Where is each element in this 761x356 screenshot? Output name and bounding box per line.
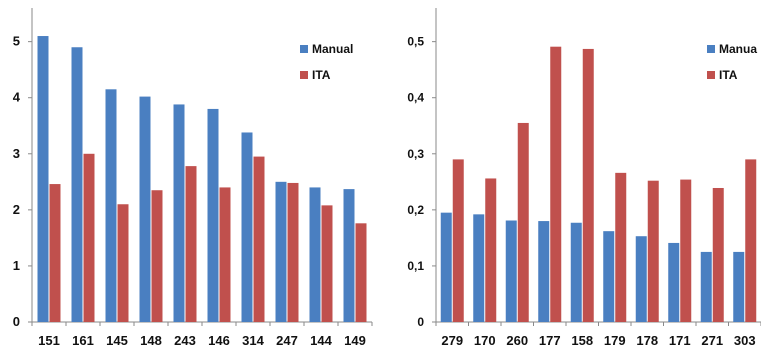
legend-swatch-manual <box>300 45 308 53</box>
y-tick-label: 0,3 <box>407 147 424 161</box>
bar-ita-243 <box>185 166 197 322</box>
legend-swatch-ita <box>707 71 715 79</box>
bar-manua-271 <box>700 251 712 322</box>
legend-label-ita: ITA <box>312 68 331 82</box>
bar-ita-170 <box>485 178 497 322</box>
bar-ita-314 <box>253 156 265 322</box>
left-bar-chart: 0 1 2 3 4 5 151 161 145 148 243 146 314 247 144 149 Manu… <box>13 8 373 348</box>
bar-manual-243 <box>173 104 185 322</box>
bar-manual-146 <box>207 108 219 322</box>
bar-ita-151 <box>49 184 61 322</box>
bar-ita-146 <box>219 187 231 322</box>
x-tick-label: 145 <box>106 333 128 348</box>
bar-manual-151 <box>37 36 49 323</box>
bar-manua-177 <box>538 221 550 322</box>
y-tick-label: 1 <box>13 258 20 273</box>
x-tick-label: 314 <box>242 333 264 348</box>
bar-manual-161 <box>71 47 83 322</box>
x-tick-label: 260 <box>506 333 528 348</box>
bar-manua-178 <box>635 236 647 322</box>
bar-ita-171 <box>680 179 692 322</box>
x-tick-label: 148 <box>140 333 162 348</box>
x-tick-label: 279 <box>441 333 463 348</box>
bar-ita-149 <box>355 223 367 322</box>
x-tick-label: 177 <box>539 333 561 348</box>
y-tick-label: 0,4 <box>407 91 424 105</box>
y-tick-label: 0,2 <box>407 203 424 217</box>
x-tick-label: 178 <box>636 333 658 348</box>
bar-manual-148 <box>139 96 151 322</box>
y-tick-label: 4 <box>13 90 21 105</box>
bar-ita-260 <box>517 122 529 322</box>
bar-ita-145 <box>117 204 129 322</box>
y-tick-label: 5 <box>13 34 20 49</box>
bar-ita-271 <box>712 187 724 322</box>
x-tick-label: 158 <box>571 333 593 348</box>
bar-ita-177 <box>550 46 562 323</box>
x-tick-label: 146 <box>208 333 230 348</box>
x-tick-label: 171 <box>669 333 691 348</box>
bar-ita-178 <box>647 180 659 322</box>
x-tick-label: 170 <box>474 333 496 348</box>
legend-label-manua: Manua <box>719 42 757 56</box>
legend-label-manual: Manual <box>312 42 353 56</box>
y-tick-label: 0,5 <box>407 35 424 49</box>
y-tick-label: 3 <box>13 146 20 161</box>
legend-swatch-manua <box>707 45 715 53</box>
x-tick-label: 151 <box>38 333 60 348</box>
x-tick-label: 179 <box>604 333 626 348</box>
x-tick-label: 271 <box>701 333 723 348</box>
x-tick-label: 149 <box>344 333 366 348</box>
bar-ita-148 <box>151 190 163 322</box>
bar-manual-314 <box>241 132 253 322</box>
bar-ita-158 <box>582 48 594 323</box>
bar-manual-144 <box>309 187 321 322</box>
right-bar-chart: 0 0,1 0,2 0,3 0,4 0,5 279 170 260 177 158 179 178 171… <box>407 8 761 348</box>
y-tick-label: 0,1 <box>407 259 424 273</box>
bar-ita-247 <box>287 182 299 322</box>
x-tick-label: 247 <box>276 333 298 348</box>
y-tick-label: 2 <box>13 202 20 217</box>
bar-manual-145 <box>105 89 117 322</box>
bar-manual-247 <box>275 181 287 322</box>
bar-ita-161 <box>83 153 95 322</box>
bar-manua-279 <box>440 212 452 322</box>
bar-manual-149 <box>343 189 355 322</box>
bar-manua-303 <box>733 251 745 322</box>
bar-manua-260 <box>505 220 517 322</box>
x-tick-label: 243 <box>174 333 196 348</box>
bar-ita-144 <box>321 205 333 322</box>
bar-manua-171 <box>668 242 680 322</box>
y-tick-label: 0 <box>13 314 20 329</box>
legend-label-ita: ITA <box>719 68 738 82</box>
bar-ita-279 <box>452 159 464 322</box>
x-tick-label: 161 <box>72 333 94 348</box>
x-tick-label: 144 <box>310 333 332 348</box>
bar-manua-179 <box>603 231 615 322</box>
legend-swatch-ita <box>300 71 308 79</box>
bar-ita-179 <box>615 172 627 322</box>
bar-manua-158 <box>570 222 582 322</box>
x-tick-label: 303 <box>734 333 756 348</box>
bar-manua-170 <box>473 214 485 322</box>
y-tick-label: 0 <box>417 315 424 329</box>
bar-ita-303 <box>745 159 757 322</box>
